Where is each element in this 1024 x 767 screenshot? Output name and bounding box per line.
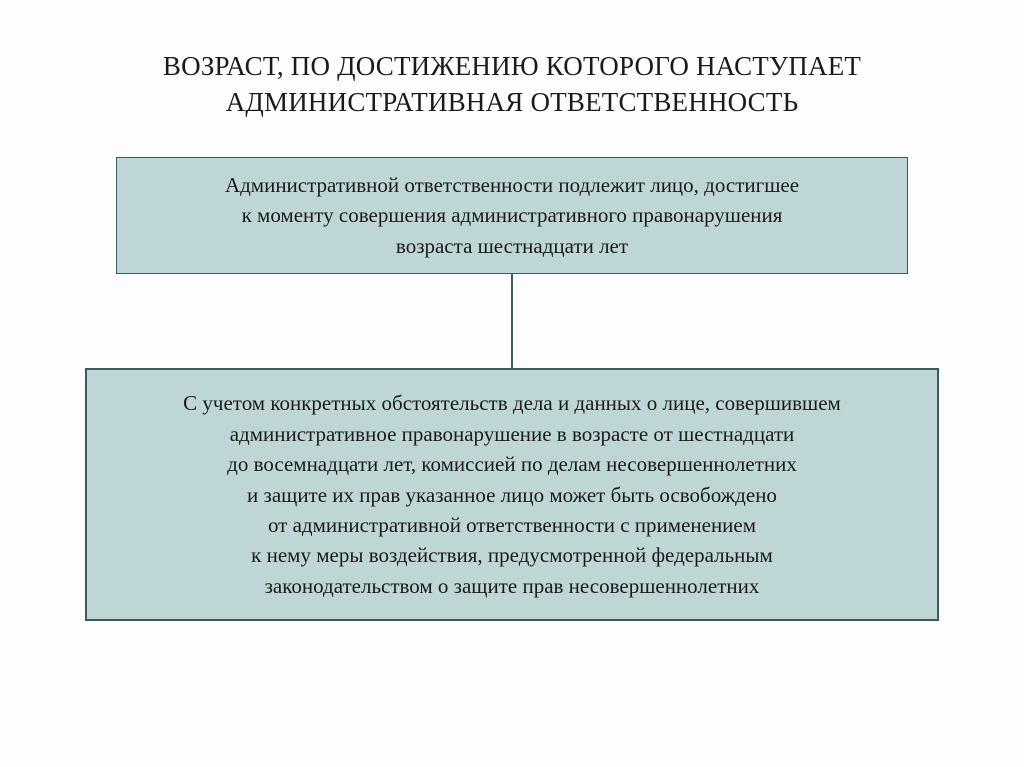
connector-wrap: [72, 274, 952, 368]
top-box-line-2: к моменту совершения административного п…: [242, 203, 783, 227]
top-box-line-3: возраста шестнадцати лет: [396, 234, 628, 258]
slide-page: ВОЗРАСТ, ПО ДОСТИЖЕНИЮ КОТОРОГО НАСТУПАЕ…: [0, 0, 1024, 767]
slide-title: ВОЗРАСТ, ПО ДОСТИЖЕНИЮ КОТОРОГО НАСТУПАЕ…: [92, 48, 932, 121]
connector-line: [511, 274, 513, 368]
title-line-2: АДМИНИСТРАТИВНАЯ ОТВЕТСТВЕННОСТЬ: [226, 87, 799, 117]
bottom-box-line-6: к нему меры воздействия, предусмотренной…: [251, 543, 773, 567]
bottom-box-line-2: административное правонарушение в возрас…: [230, 422, 795, 446]
bottom-box-line-4: и защите их прав указанное лицо может бы…: [247, 483, 777, 507]
bottom-box-line-1: С учетом конкретных обстоятельств дела и…: [183, 391, 841, 415]
top-box: Административной ответственности подлежи…: [116, 157, 908, 274]
title-line-1: ВОЗРАСТ, ПО ДОСТИЖЕНИЮ КОТОРОГО НАСТУПАЕ…: [163, 51, 861, 81]
bottom-box-line-5: от административной ответственности с пр…: [268, 513, 756, 537]
top-box-line-1: Административной ответственности подлежи…: [225, 173, 799, 197]
bottom-box-line-7: законодательством о защите прав несоверш…: [265, 574, 760, 598]
bottom-box-line-3: до восемнадцати лет, комиссией по делам …: [227, 452, 797, 476]
bottom-box: С учетом конкретных обстоятельств дела и…: [85, 368, 939, 621]
